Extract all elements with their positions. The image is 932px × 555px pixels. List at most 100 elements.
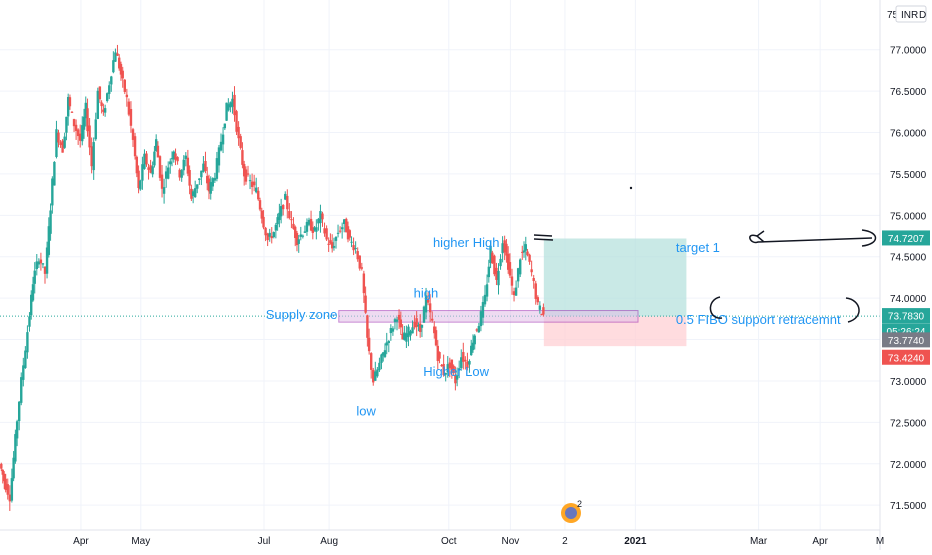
candle-body: [301, 235, 305, 237]
candle-body: [491, 252, 494, 264]
candle-body: [340, 227, 344, 230]
candle-body: [102, 109, 105, 112]
candle-body: [164, 171, 168, 179]
y-tick-label: 75.0000: [890, 211, 927, 222]
candle-body: [105, 93, 109, 101]
candle-body: [229, 102, 232, 108]
candle-body: [191, 191, 195, 196]
candle-body: [279, 206, 283, 217]
candle-body: [235, 111, 238, 132]
candle-body: [433, 326, 436, 334]
x-tick-label: May: [131, 536, 150, 547]
candle-body: [153, 151, 156, 166]
candle-body: [360, 267, 364, 269]
candle-body: [345, 218, 348, 233]
candle-body: [497, 270, 500, 286]
candle-body: [397, 314, 401, 320]
candle-body: [147, 167, 150, 170]
candle-body: [193, 188, 197, 198]
candle-body: [505, 243, 508, 256]
candle-body: [387, 341, 390, 343]
fibo-bracket-left: [709, 296, 723, 319]
candle-body: [143, 153, 146, 169]
candle-body: [466, 361, 469, 369]
candle-body: [485, 284, 489, 297]
candle-body: [244, 169, 248, 182]
candle-body: [45, 247, 49, 274]
price-tag-label: 73.4240: [888, 353, 925, 364]
candle-body: [255, 187, 258, 193]
candle-body: [12, 457, 15, 479]
candle-body: [389, 328, 393, 334]
candle-body: [196, 184, 199, 189]
candle-body: [286, 195, 289, 210]
candle-body: [41, 263, 45, 265]
candle-body: [378, 362, 381, 371]
candle-body: [493, 255, 496, 275]
candle-body: [6, 484, 9, 495]
event-marker[interactable]: 2: [561, 499, 582, 523]
candle-body: [448, 362, 452, 369]
annotation-label: low: [356, 404, 376, 419]
candle-body: [70, 111, 74, 113]
candle-body: [266, 233, 269, 241]
trade-zones: [0, 238, 880, 347]
candle-body: [330, 242, 334, 249]
candle-body: [272, 232, 276, 238]
candle-body: [436, 345, 439, 361]
candle-body: [295, 232, 299, 246]
candle-body: [14, 434, 17, 462]
candle-body: [264, 227, 267, 236]
price-series: [0, 44, 545, 511]
candle-body: [139, 180, 142, 190]
candle-body: [57, 132, 60, 143]
candle-body: [121, 70, 124, 79]
candle-body: [426, 299, 430, 303]
candle-body: [440, 365, 443, 367]
arrow-left-head: [755, 230, 765, 243]
candle-body: [172, 151, 175, 160]
candle-body: [540, 314, 543, 316]
candle-body: [464, 359, 467, 362]
candle-body: [495, 267, 498, 280]
candle-body: [0, 463, 3, 469]
candle-body: [211, 178, 214, 187]
candle-body: [252, 181, 256, 186]
candle-body: [178, 169, 181, 178]
candle-body: [508, 262, 512, 276]
candle-body: [217, 147, 221, 166]
candle-body: [160, 174, 164, 189]
annotation-label: Supply zone: [266, 307, 338, 322]
supply-zone: [338, 310, 639, 323]
candle-body: [17, 401, 21, 422]
candle-body: [96, 90, 100, 119]
candle-body: [43, 266, 47, 274]
candle-body: [223, 123, 227, 129]
candle-body: [200, 170, 203, 178]
candle-body: [98, 86, 102, 100]
candle-body: [457, 368, 461, 371]
x-tick-label: Aug: [320, 536, 338, 547]
y-tick-label: 74.0000: [890, 294, 927, 305]
candle-body: [129, 109, 133, 126]
candle-body: [530, 269, 533, 273]
candle-body: [198, 178, 201, 180]
candle-body: [303, 231, 307, 233]
candle-body: [434, 330, 438, 346]
candle-body: [454, 375, 457, 384]
candle-body: [156, 145, 160, 158]
x-tick-label: M: [876, 536, 884, 547]
candle-body: [49, 210, 52, 234]
price-tag-label: 74.7207: [888, 234, 925, 245]
candle-body: [237, 126, 240, 139]
candle-body: [444, 372, 447, 375]
candle-body: [169, 161, 172, 165]
currency-badge[interactable]: [895, 5, 927, 23]
candle-body: [489, 245, 492, 264]
candle-body: [108, 85, 111, 95]
x-tick-label: Mar: [750, 536, 768, 547]
candle-body: [455, 375, 459, 380]
candle-body: [446, 364, 449, 373]
